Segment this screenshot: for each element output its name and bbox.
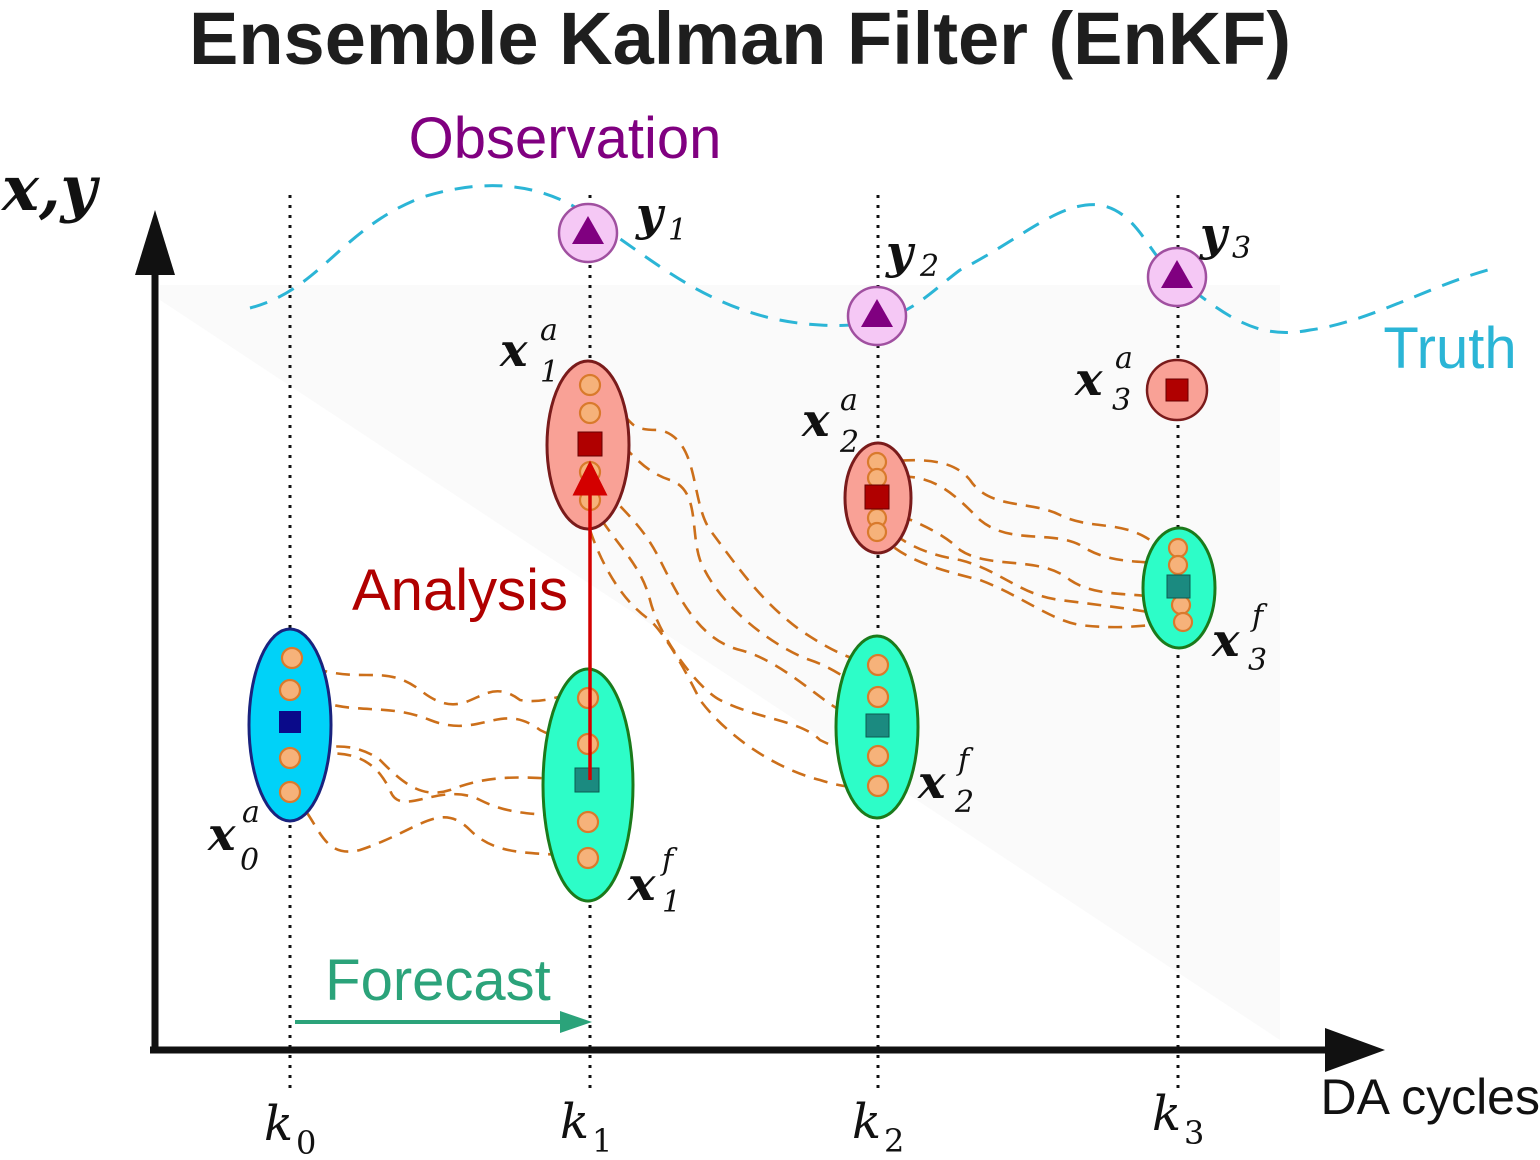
svg-text:1: 1 — [662, 885, 681, 920]
svg-text:0: 0 — [240, 843, 259, 878]
svg-text:3: 3 — [1248, 643, 1267, 678]
svg-text:x: x — [917, 755, 946, 809]
page-title: Ensemble Kalman Filter (EnKF) — [189, 0, 1291, 80]
background-plane — [160, 285, 1280, 1040]
svg-text:3: 3 — [1232, 231, 1251, 266]
x-axis-arrowhead — [1325, 1028, 1385, 1072]
observation-y3 — [1146, 246, 1208, 308]
truth-label: Truth — [1383, 316, 1516, 381]
svg-text:1: 1 — [592, 1122, 612, 1160]
cycle-label-k1: k 1 — [560, 1094, 612, 1160]
svg-text:x: x — [1211, 613, 1240, 667]
svg-text:2: 2 — [919, 249, 939, 284]
label-y1: y 1 — [635, 187, 687, 248]
ensemble-x3f — [1141, 526, 1217, 650]
ensemble-x2a — [843, 441, 913, 555]
y-axis-arrowhead — [135, 210, 175, 275]
label-x3a: x 3 a — [1074, 341, 1133, 418]
svg-text:k: k — [852, 1094, 881, 1150]
observation-y1 — [557, 202, 619, 264]
ensemble-x1f — [541, 667, 635, 903]
svg-text:2: 2 — [954, 785, 974, 820]
svg-text:3: 3 — [1112, 383, 1131, 418]
ensemble-x3a — [1145, 358, 1209, 422]
svg-text:a: a — [1115, 341, 1133, 376]
cycle-label-k3: k 3 — [1152, 1086, 1204, 1152]
label-x1f: x 1 f — [627, 843, 681, 920]
svg-text:2: 2 — [839, 425, 859, 460]
label-y3: y 3 — [1199, 207, 1251, 266]
cycle-label-k0: k 0 — [264, 1096, 316, 1160]
svg-text:1: 1 — [668, 213, 687, 248]
y-axis-label: x,y — [0, 152, 101, 225]
label-x2a: x 2 a — [801, 383, 859, 460]
svg-text:1: 1 — [540, 355, 559, 390]
svg-text:y: y — [885, 225, 916, 279]
svg-text:a: a — [540, 313, 558, 348]
truth-curve — [249, 184, 1496, 335]
svg-text:x: x — [627, 857, 656, 911]
forecast-arrowhead — [560, 1011, 592, 1033]
forecast-label: Forecast — [325, 948, 551, 1013]
analysis-label: Analysis — [352, 558, 568, 623]
svg-text:f: f — [660, 843, 678, 878]
ensemble-x0a — [247, 627, 333, 823]
ensemble-trajectories — [291, 383, 1179, 860]
observation-label: Observation — [409, 106, 722, 171]
svg-text:y: y — [1199, 207, 1230, 261]
ensemble-x1a — [545, 359, 631, 531]
svg-text:k: k — [1152, 1086, 1181, 1142]
svg-text:x: x — [1074, 352, 1103, 406]
svg-text:k: k — [264, 1096, 293, 1152]
svg-text:x: x — [207, 807, 236, 861]
svg-text:x: x — [499, 323, 528, 377]
observation-y2 — [846, 285, 908, 347]
label-x1a: x 1 a — [499, 313, 559, 390]
svg-text:3: 3 — [1184, 1114, 1204, 1152]
cycle-label-k2: k 2 — [852, 1094, 904, 1160]
svg-text:a: a — [242, 795, 260, 830]
label-x0a: x 0 a — [207, 795, 260, 878]
svg-text:0: 0 — [296, 1124, 316, 1160]
svg-text:a: a — [840, 383, 858, 418]
ensemble-x2f — [834, 634, 920, 820]
svg-text:2: 2 — [884, 1122, 904, 1160]
svg-text:y: y — [635, 187, 666, 241]
label-y2: y 2 — [885, 225, 939, 284]
x-axis-label: DA cycles — [1320, 1069, 1540, 1125]
svg-text:x: x — [801, 393, 830, 447]
svg-text:k: k — [560, 1094, 589, 1150]
